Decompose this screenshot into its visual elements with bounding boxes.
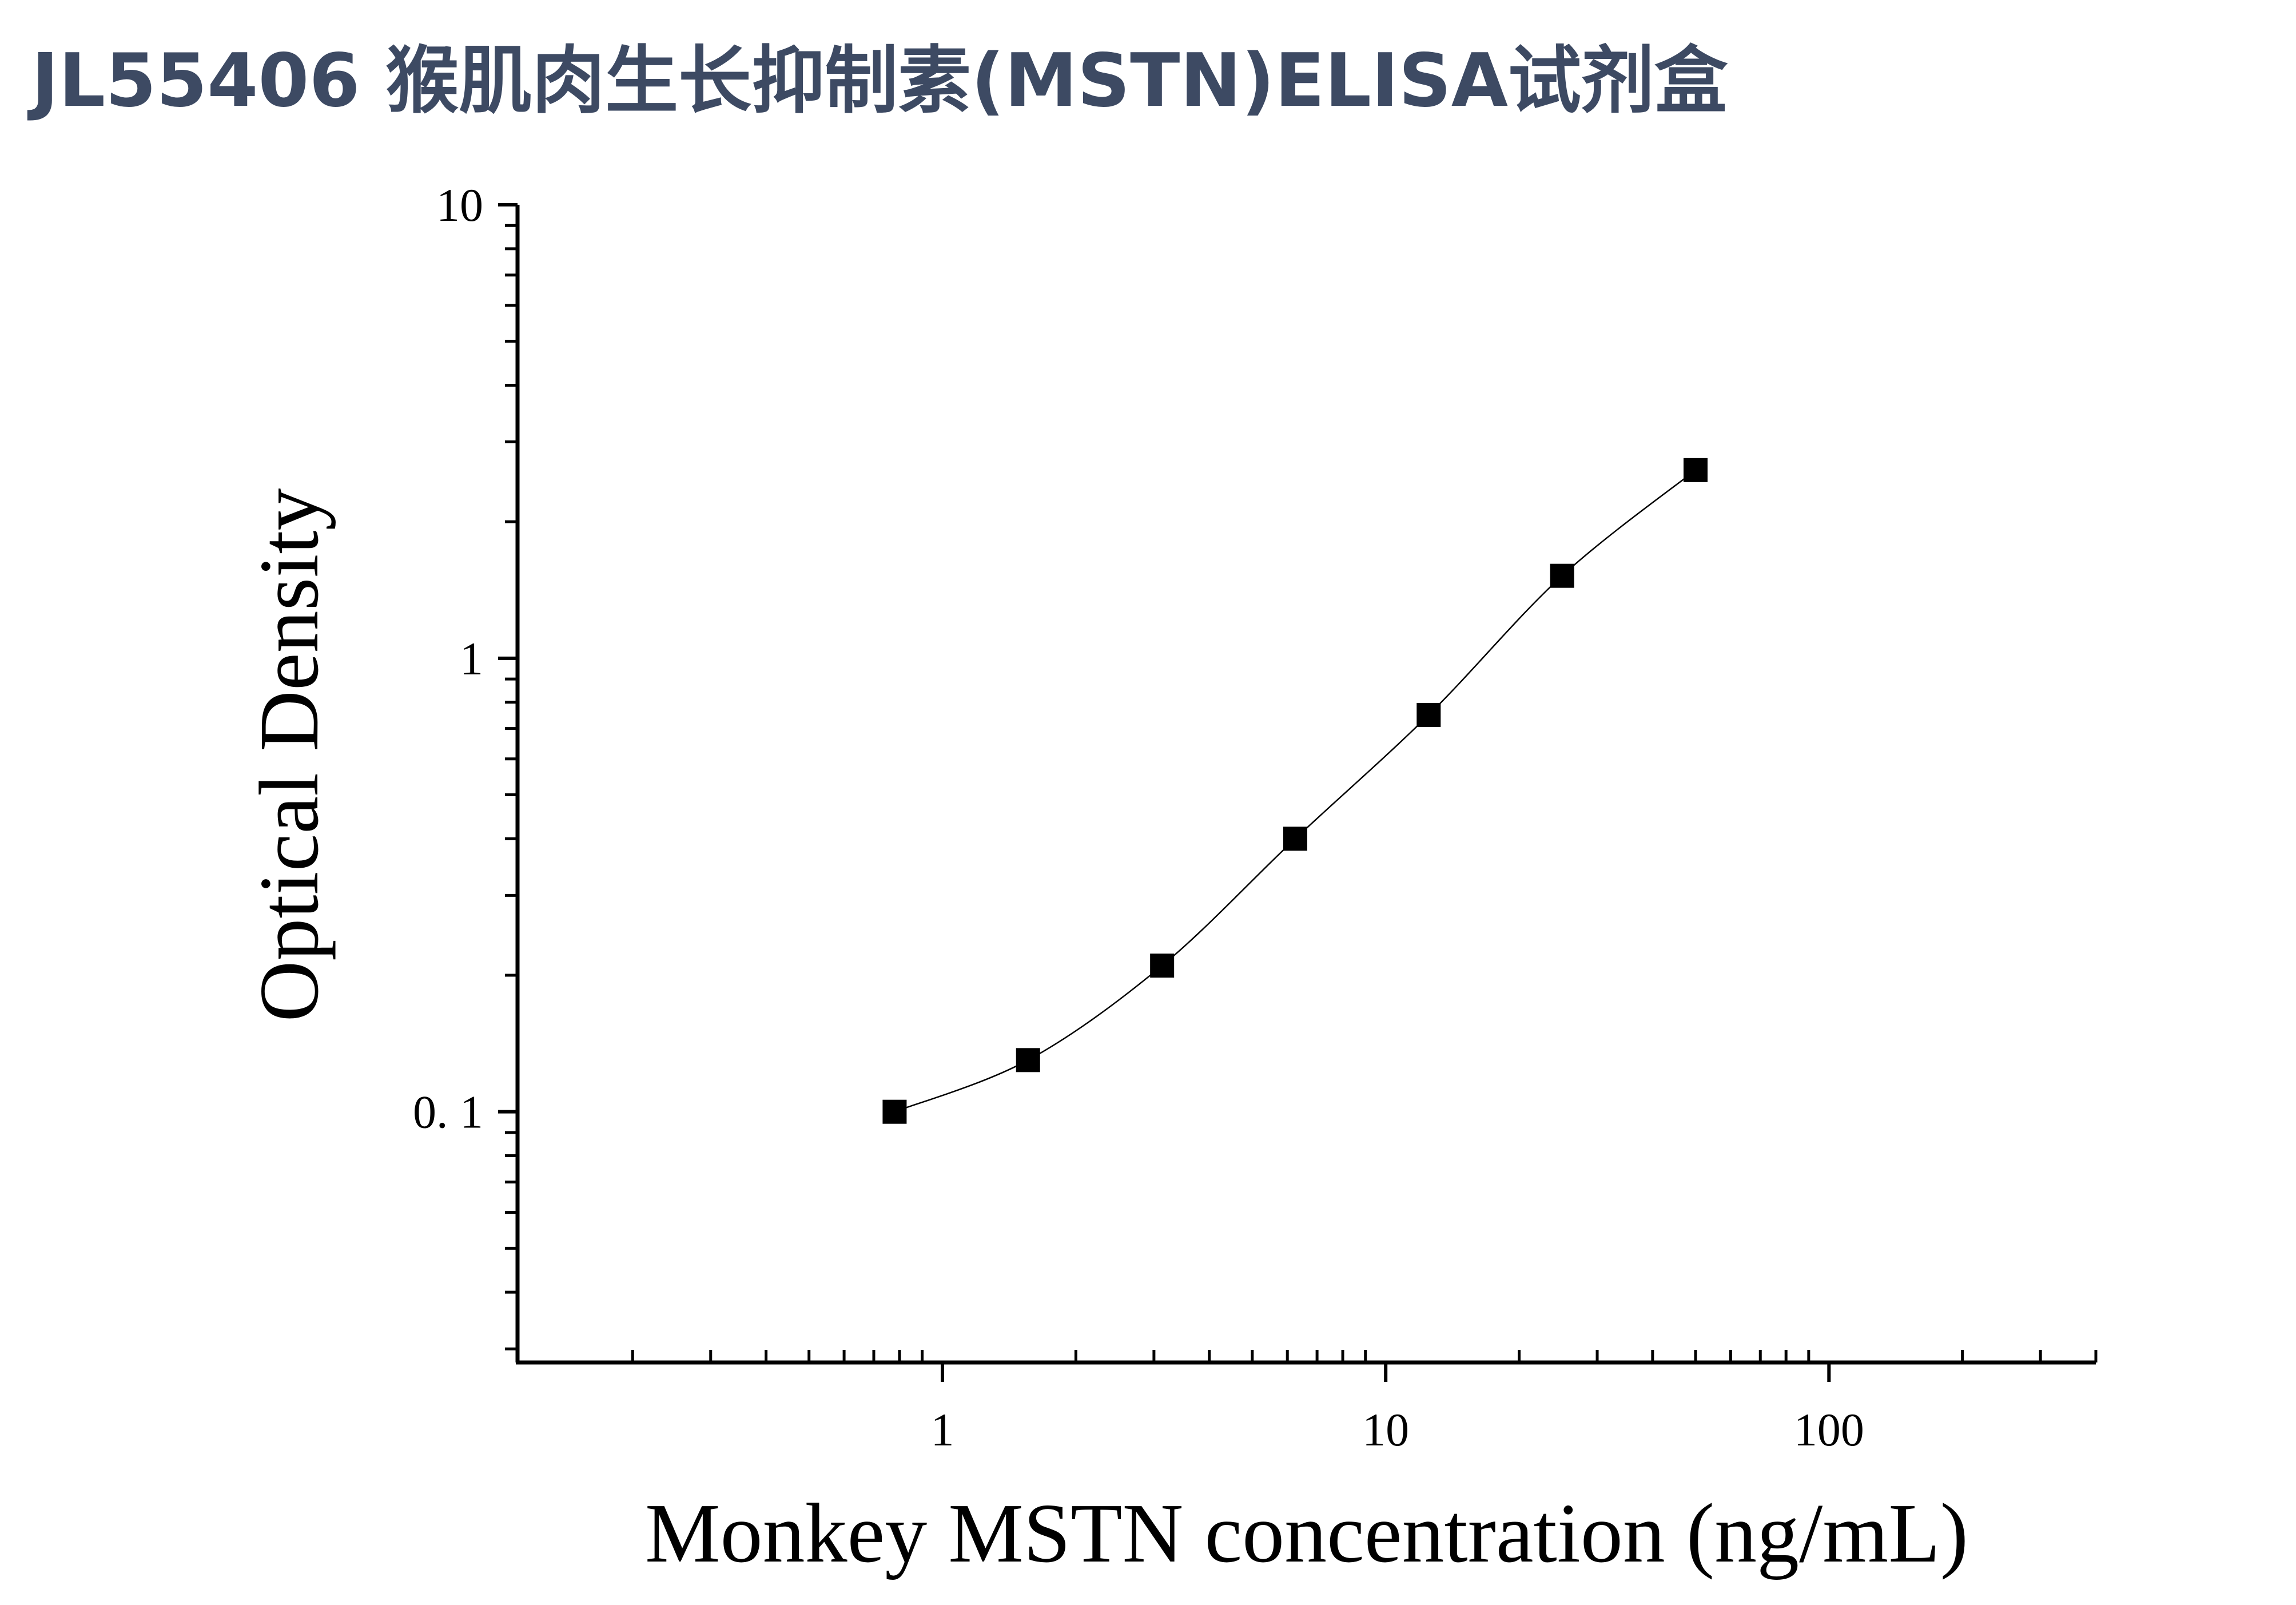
y-axis-label: Optical Density	[242, 488, 336, 1022]
x-axis-label: Monkey MSTN concentration (ng/mL)	[645, 1487, 1968, 1580]
data-point	[1016, 1048, 1040, 1072]
data-point	[1550, 563, 1574, 588]
x-minor-ticks	[631, 1350, 2098, 1362]
y-tick-label: 10	[436, 179, 483, 231]
y-tick-label: 1	[460, 633, 483, 685]
y-tick-label: 0. 1	[413, 1086, 483, 1138]
data-point	[1150, 954, 1175, 978]
data-point	[1283, 827, 1307, 851]
x-tick-label: 1	[931, 1404, 954, 1456]
fit-curve	[894, 469, 1696, 1113]
data-point	[1416, 702, 1441, 727]
y-minor-ticks	[505, 224, 518, 1350]
data-markers	[882, 458, 1708, 1124]
chart-title: JL55406 猴肌肉生长抑制素(MSTN)ELISA试剂盒	[27, 38, 1728, 124]
data-point	[882, 1099, 907, 1124]
x-major-ticks: 1 10 100	[931, 1362, 1864, 1456]
x-tick-label: 10	[1362, 1404, 1409, 1456]
data-point	[1683, 458, 1708, 482]
y-major-ticks: 0. 1 1 10	[413, 179, 518, 1138]
x-tick-label: 100	[1794, 1404, 1864, 1456]
